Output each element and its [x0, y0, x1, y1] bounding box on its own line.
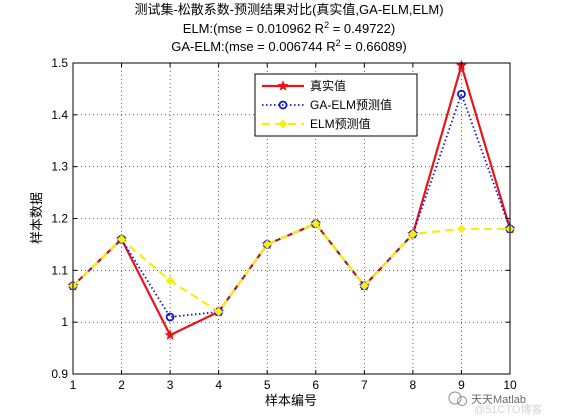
series-2-point-7 [408, 229, 418, 239]
chart-title: 测试集-松散系数-预测结果对比(真实值,GA-ELM,ELM) [134, 2, 443, 17]
y-axis-label: 样本数据 [29, 192, 44, 244]
legend-marker-2 [278, 119, 288, 129]
x-tick-label-2: 3 [167, 378, 174, 392]
x-tick-label-0: 1 [70, 378, 77, 392]
series-line-2 [72, 222, 510, 313]
watermark-faint: @51CTO博客 [474, 402, 542, 416]
series-1-point-2 [165, 312, 175, 322]
watermark: 天天Matlab @51CTO博客 [448, 391, 542, 416]
x-tick-label-6: 7 [361, 378, 368, 392]
chart-subtitle-ga-elm: GA-ELM:(mse = 0.006744 R2 = 0.66089) [171, 38, 407, 54]
legend-label-0: 真实值 [310, 78, 346, 93]
x-tick-label-9: 10 [503, 378, 517, 392]
x-tick-label-3: 4 [215, 378, 222, 392]
series-2-point-8 [457, 224, 466, 234]
watermark-label: 天天Matlab [471, 394, 526, 406]
x-tick-label-8: 9 [458, 378, 465, 392]
series-2-point-2 [165, 276, 175, 286]
y-tick-label-6: 1.5 [51, 56, 68, 70]
series-1-point-8 [457, 89, 466, 99]
series-2-point-5 [311, 219, 321, 229]
y-tick-label-1: 1 [61, 315, 68, 329]
series-layer [67, 59, 516, 340]
series-0-point-2 [164, 329, 176, 340]
x-tick-label-5: 6 [312, 378, 319, 392]
x-axis-label: 样本编号 [265, 393, 317, 408]
series-2-point-1 [117, 234, 126, 244]
x-tick-label-7: 8 [410, 378, 417, 392]
series-line-1 [72, 93, 511, 318]
y-tick-label-0: 0.9 [51, 367, 68, 381]
ticks: 1 2 3 4 5 6 7 8 9 100.911.11.21.31.41.5 [51, 56, 517, 392]
x-tick-label-4: 5 [264, 378, 271, 392]
legend-label-2: ELM预测值 [310, 116, 371, 131]
x-tick-label-1: 2 [118, 378, 125, 392]
wechat-icon-small [457, 396, 467, 406]
series-2-point-3 [214, 307, 224, 317]
legend: 真实值 GA-ELM预测值 ELM预测值 [254, 73, 418, 137]
y-tick-label-2: 1.1 [51, 263, 68, 277]
y-tick-label-4: 1.3 [51, 160, 68, 174]
series-2-point-4 [262, 239, 272, 249]
legend-marker-0 [277, 80, 289, 91]
legend-marker-1 [278, 100, 288, 110]
chart-subtitle-elm: ELM:(mse = 0.010962 R2 = 0.49722) [183, 20, 395, 36]
y-tick-label-3: 1.2 [51, 212, 68, 226]
series-2-point-6 [359, 281, 369, 291]
wechat-icon [448, 391, 462, 405]
y-tick-label-5: 1.4 [51, 108, 68, 122]
legend-label-1: GA-ELM预测值 [310, 97, 392, 112]
